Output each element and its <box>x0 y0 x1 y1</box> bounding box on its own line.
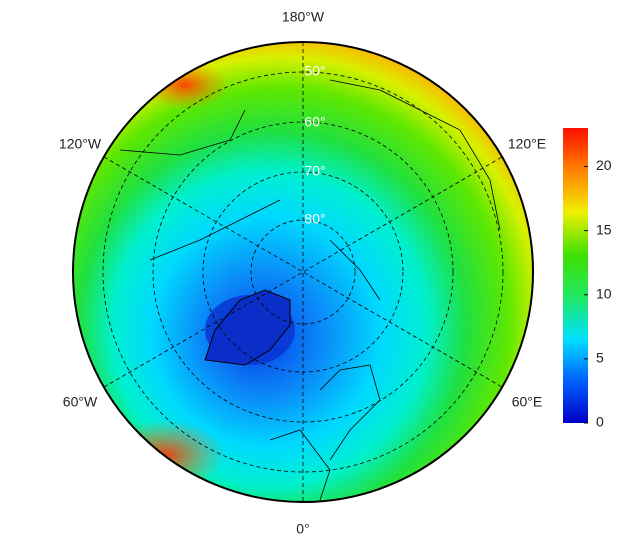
longitude-label: 120°W <box>59 136 102 152</box>
longitude-label: 0° <box>296 521 309 537</box>
colorbar-tick-label: 15 <box>596 221 612 237</box>
colorbar-tick-label: 0 <box>596 414 604 430</box>
colorbar-tick-label: 10 <box>596 285 612 301</box>
latitude-label: 70° <box>304 163 325 179</box>
colorbar-tick-label: 5 <box>596 350 604 366</box>
longitude-label: 180°W <box>282 9 325 25</box>
colorbar <box>563 128 588 423</box>
latitude-label: 50° <box>304 63 325 79</box>
latitude-label: 60° <box>304 114 325 130</box>
colorbar-tick-label: 20 <box>596 157 612 173</box>
longitude-label: 60°W <box>63 394 98 410</box>
field <box>73 42 533 502</box>
longitude-label: 60°E <box>512 394 543 410</box>
longitude-label: 120°E <box>508 136 546 152</box>
map-border <box>72 41 534 503</box>
graticule <box>102 42 504 502</box>
latitude-label: 80° <box>304 211 325 227</box>
